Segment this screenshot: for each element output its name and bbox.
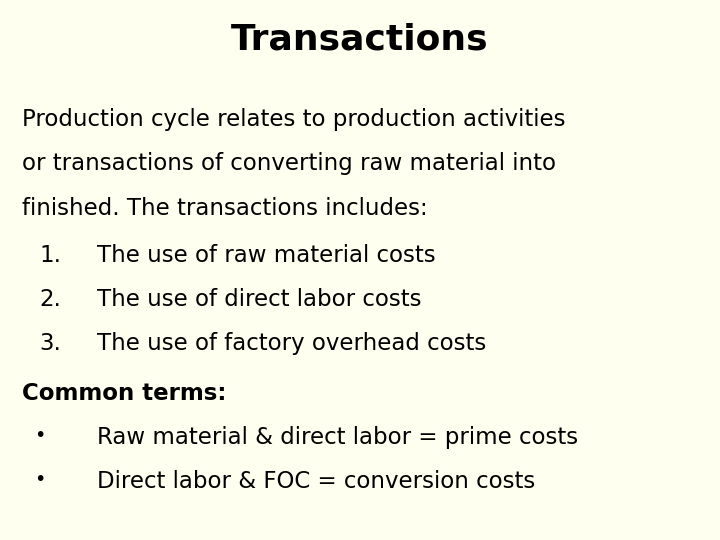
Text: Production cycle relates to production activities: Production cycle relates to production a… (22, 108, 565, 131)
Text: Direct labor & FOC = conversion costs: Direct labor & FOC = conversion costs (97, 470, 536, 494)
Text: •: • (34, 470, 45, 489)
Text: Raw material & direct labor = prime costs: Raw material & direct labor = prime cost… (97, 426, 578, 449)
Text: 1.: 1. (40, 244, 62, 267)
Text: The use of factory overhead costs: The use of factory overhead costs (97, 332, 487, 355)
Text: 3.: 3. (40, 332, 61, 355)
Text: finished. The transactions includes:: finished. The transactions includes: (22, 197, 427, 220)
Text: •: • (34, 426, 45, 445)
FancyBboxPatch shape (0, 0, 720, 78)
Text: or transactions of converting raw material into: or transactions of converting raw materi… (22, 152, 556, 176)
Text: The use of raw material costs: The use of raw material costs (97, 244, 436, 267)
Text: 2.: 2. (40, 288, 61, 311)
Text: The use of direct labor costs: The use of direct labor costs (97, 288, 422, 311)
Text: Transactions: Transactions (231, 22, 489, 56)
Text: Common terms:: Common terms: (22, 382, 226, 405)
